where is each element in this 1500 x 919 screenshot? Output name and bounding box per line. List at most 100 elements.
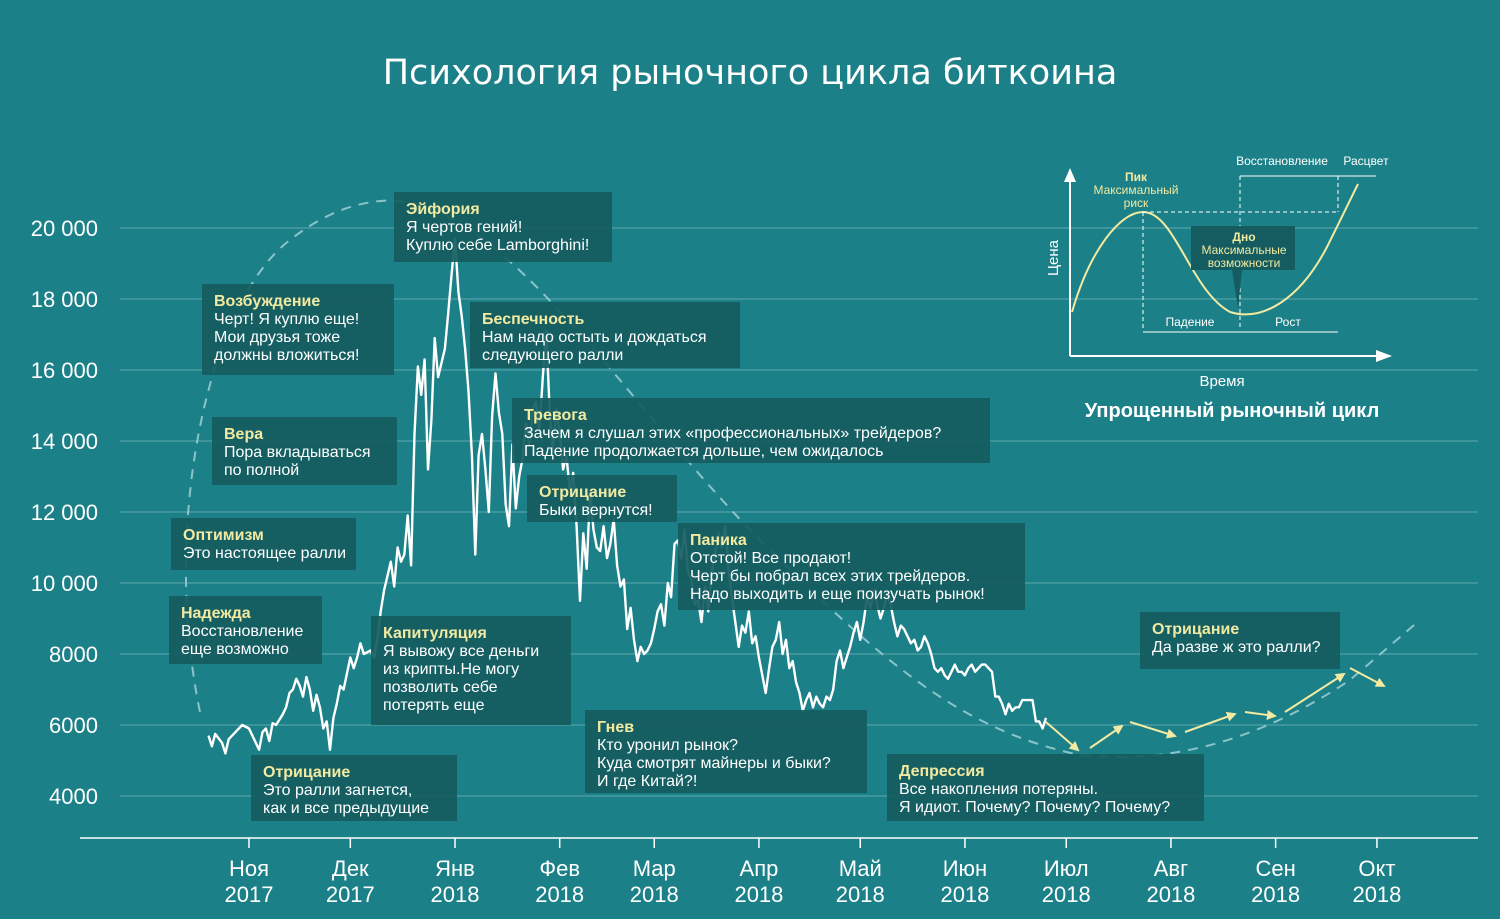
annotation-title: Отрицание [539,484,626,501]
annotation-box [1140,612,1340,669]
price-series-line [207,237,1048,755]
arrow-icon [1244,709,1277,720]
x-tick-month: Ноя [229,856,269,881]
inset-bottom-title: Дно [1232,230,1255,244]
annotation-line: как и все предыдущие [263,800,429,817]
inset-bottom-pointer [1232,270,1242,308]
x-tick-year: 2018 [535,882,584,907]
inset-bottom-line-2: возможности [1208,256,1281,270]
inset-bottom-box [1191,226,1295,270]
y-axis-ticks: 4000 6000 8000 10 000 12 000 14 000 16 000 18 0… [31,216,98,809]
arrow-icon [1284,672,1346,713]
annotation-title: Тревога [524,407,587,424]
annotation-line: Мои друзья тоже [214,329,340,346]
x-tick-month: Дек [332,856,369,881]
annotation-box [512,398,990,463]
inset-peak-title: Пик [1125,170,1148,184]
annotation-box [470,302,740,368]
annotation-line: следующего ралли [482,347,623,364]
annotation-line: Да разве ж это ралли? [1152,639,1321,656]
x-tick-year: 2018 [1352,882,1401,907]
annotation-line: из крипты.Не могу [383,661,519,678]
inset-y-label: Цена [1045,239,1062,276]
simplified-cycle-inset: Пик Максимальный риск Дно Максимальные в… [1045,154,1392,422]
y-tick-label: 10 000 [31,571,98,596]
y-tick-label: 18 000 [31,287,98,312]
y-tick-label: 16 000 [31,358,98,383]
x-tick-year: 2018 [1251,882,1300,907]
x-tick-month: Окт [1358,856,1395,881]
annotation-line: Восстановление [181,623,303,640]
x-tick-year: 2018 [1146,882,1195,907]
x-tick-month: Авг [1154,856,1188,881]
annotation-box [251,755,457,821]
inset-peak-line-2: риск [1124,196,1149,210]
annotation-title: Оптимизм [183,527,264,544]
annotation-title: Беспечность [482,311,585,328]
arrow-icon [1045,721,1080,752]
annotation-title: Депрессия [899,763,985,780]
annotation-box [527,475,677,522]
inset-growth-label: Рост [1275,315,1301,329]
arrow-icon [1184,712,1237,733]
x-tick-month: Мар [633,856,676,881]
annotation-line: позволить себе [383,679,498,696]
annotation-line: Я вывожу все деньги [383,643,539,660]
inset-cycle-curve [1071,183,1359,316]
y-tick-label: 12 000 [31,500,98,525]
inset-peak-line-1: Максимальный [1093,183,1178,197]
annotation-box [212,417,397,485]
annotation-line: Я чертов гений! [406,219,522,236]
annotation-box [202,284,394,375]
annotation-line: Зачем я слушал этих «профессиональных» т… [524,425,941,442]
annotation-line: Все накопления потеряны. [899,781,1098,798]
x-tick-month: Апр [740,856,779,881]
arrow-icon [1089,724,1124,749]
x-axis [80,837,1478,848]
x-tick-year: 2018 [431,882,480,907]
annotation-line: Пора вкладываться [224,444,371,461]
annotation-line: по полной [224,462,299,479]
annotation-line: Это ралли загнется, [263,782,412,799]
arrow-icon [1349,667,1386,687]
chart-title: Психология рыночного цикла биткоина [383,53,1118,93]
y-tick-label: 8000 [49,642,98,667]
annotation-line: должны вложиться! [214,347,359,364]
x-tick-year: 2017 [326,882,375,907]
projection-arrows [1045,667,1386,752]
annotation-line: Падение продолжается дольше, чем ожидало… [524,443,884,460]
annotation-line: Нам надо остыть и дождаться [482,329,707,346]
annotation-line: еще возможно [181,641,289,658]
annotation-title: Вера [224,426,263,443]
inset-bloom-label: Расцвет [1343,154,1389,168]
x-tick-year: 2018 [1042,882,1091,907]
x-axis-ticks: Ноя2017Дек2017Янв2018Фев2018Мар2018Апр20… [225,856,1402,907]
y-tick-label: 4000 [49,784,98,809]
annotation-line: Отстой! Все продают! [690,550,851,567]
x-tick-month: Сен [1255,856,1295,881]
x-tick-year: 2018 [940,882,989,907]
y-tick-label: 6000 [49,713,98,738]
inset-fall-label: Падение [1166,315,1215,329]
annotation-box [371,616,571,725]
annotation-title: Паника [690,532,747,549]
x-tick-year: 2018 [836,882,885,907]
inset-x-arrow-icon [1376,350,1392,362]
annotation-title: Надежда [181,605,251,622]
x-tick-month: Май [839,856,882,881]
annotation-line: Надо выходить и еще поизучать рынок! [690,586,985,603]
